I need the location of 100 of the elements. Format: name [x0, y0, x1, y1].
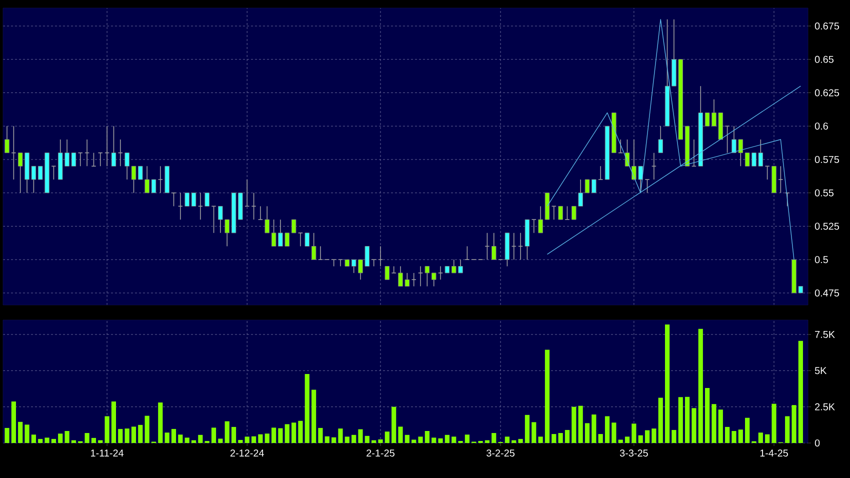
bar — [344, 436, 350, 443]
candlestick — [4, 126, 10, 154]
bar — [772, 404, 776, 443]
bar — [712, 404, 716, 443]
bar — [745, 418, 750, 443]
bar — [378, 439, 383, 443]
candlestick — [131, 166, 136, 194]
bar — [44, 438, 50, 443]
candlestick — [658, 126, 663, 154]
candlestick — [264, 206, 270, 234]
bar — [384, 432, 390, 443]
bar — [524, 414, 530, 443]
bar — [31, 434, 36, 443]
bar — [798, 340, 803, 443]
bar — [564, 430, 570, 443]
bar — [678, 397, 683, 443]
y-tick-label: 5K — [814, 367, 827, 374]
bar — [432, 438, 436, 443]
y-tick-label: 0.575 — [814, 156, 840, 164]
candlestick — [111, 126, 116, 167]
candlestick — [318, 246, 323, 260]
bar — [738, 430, 743, 443]
y-tick-label: 0.675 — [814, 22, 840, 30]
bar — [644, 430, 650, 443]
candlestick — [191, 192, 196, 207]
bar — [324, 436, 330, 443]
bar — [792, 405, 796, 443]
bar — [84, 433, 90, 443]
candlestick — [538, 206, 543, 234]
x-tick-label: 2-1-25 — [366, 450, 394, 457]
bar — [684, 396, 690, 443]
candlestick — [464, 246, 470, 260]
bar — [758, 432, 763, 443]
bar — [725, 426, 730, 443]
bar — [304, 374, 310, 443]
candlestick — [564, 206, 570, 220]
bar — [624, 436, 630, 443]
bar — [312, 390, 316, 443]
bar — [18, 422, 23, 443]
bar — [452, 436, 456, 443]
bar — [544, 350, 550, 443]
candlestick — [438, 266, 444, 280]
bar — [218, 438, 223, 443]
bar — [538, 436, 543, 443]
candlestick — [378, 246, 384, 267]
bar — [765, 434, 770, 443]
candlestick — [184, 192, 190, 206]
candlestick — [298, 232, 303, 247]
bar — [598, 434, 603, 443]
candlestick — [598, 166, 604, 180]
bar — [91, 438, 96, 443]
bar — [118, 428, 123, 443]
bar — [604, 416, 610, 443]
bar — [58, 434, 63, 443]
bar — [198, 434, 203, 443]
candlestick — [204, 192, 210, 206]
candlestick — [258, 206, 263, 220]
y-tick-label: 0.525 — [814, 222, 840, 230]
candlestick — [418, 266, 424, 287]
candlestick — [411, 272, 416, 287]
bar — [664, 324, 670, 443]
bar — [398, 426, 403, 443]
candlestick — [592, 179, 596, 194]
bar — [638, 435, 643, 443]
bar — [698, 328, 703, 443]
bar — [158, 402, 163, 443]
bar — [612, 422, 616, 443]
bar — [144, 416, 150, 443]
y-tick-label: 0.625 — [814, 89, 840, 96]
bar — [584, 423, 590, 443]
candlestick — [644, 179, 650, 194]
candlestick — [171, 192, 176, 207]
bar — [652, 428, 656, 443]
bar — [718, 410, 723, 443]
bar — [131, 426, 136, 443]
bar — [38, 438, 43, 443]
bar — [558, 433, 563, 443]
bar — [618, 440, 623, 443]
bar — [404, 434, 410, 443]
bar — [364, 436, 370, 443]
bar — [732, 430, 736, 443]
y-tick-label: 0.6 — [814, 122, 828, 130]
bar — [358, 429, 363, 443]
y-tick-label: 0.55 — [814, 189, 834, 196]
bar — [271, 428, 276, 443]
bar — [352, 434, 356, 443]
x-tick-label: 3-3-25 — [620, 450, 648, 457]
bar — [111, 401, 116, 443]
bar — [492, 433, 496, 443]
bar — [298, 420, 303, 443]
candlestick — [424, 266, 430, 287]
bar — [418, 436, 423, 443]
bar — [264, 434, 270, 443]
y-tick-label: 0.5 — [814, 256, 828, 264]
bar — [338, 428, 343, 443]
candlestick — [124, 152, 130, 180]
bar — [332, 437, 336, 443]
candlestick — [151, 179, 156, 194]
y-tick-label: 0.475 — [814, 289, 840, 297]
bar — [578, 406, 583, 443]
